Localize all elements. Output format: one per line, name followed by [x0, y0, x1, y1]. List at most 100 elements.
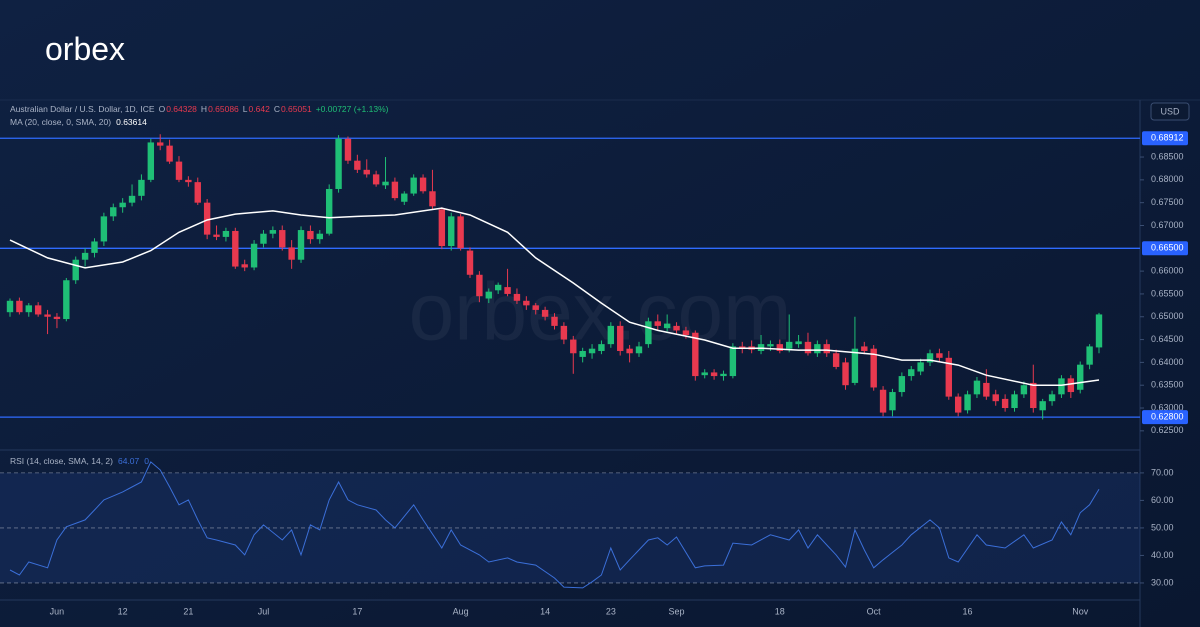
candle-body — [241, 264, 248, 268]
candle-body — [72, 259, 79, 281]
candle-body — [382, 181, 389, 186]
candle-body — [401, 193, 408, 202]
candle-body — [729, 346, 737, 377]
candle-body — [879, 389, 887, 413]
candle-body — [16, 300, 23, 313]
header: Australian Dollar / U.S. Dollar, 1D, ICE… — [10, 104, 389, 114]
candle-body — [429, 191, 436, 207]
candle-body — [964, 394, 971, 411]
candle-body — [222, 230, 230, 237]
candle-body — [598, 344, 605, 351]
candle-body — [513, 293, 521, 301]
watermark: orbex.com — [409, 267, 792, 358]
ohlc-value: 0.65086 — [208, 104, 239, 114]
currency: USD — [1160, 106, 1180, 116]
candle-body — [1001, 398, 1009, 409]
candle-body — [983, 382, 990, 397]
ohlc-value: 0.64328 — [166, 104, 197, 114]
ohlc-letter: H — [201, 104, 207, 114]
candle-body — [945, 357, 952, 397]
ohlc-value: 0.65051 — [281, 104, 312, 114]
candle-body — [785, 341, 793, 349]
candle-body — [166, 145, 173, 162]
candle-body — [570, 339, 577, 354]
y-tick-label: 0.62500 — [1151, 425, 1184, 435]
rsi-tick-label: 50.00 — [1151, 522, 1174, 532]
y-tick-label: 0.65500 — [1151, 288, 1184, 298]
ma-line — [9, 207, 1100, 386]
candle-body — [391, 181, 399, 199]
candle-body — [466, 250, 474, 275]
candle-body — [63, 280, 70, 320]
ohlc-letter: O — [159, 104, 166, 114]
candle-body — [654, 321, 661, 326]
candle-body — [476, 274, 483, 297]
candle-body — [297, 230, 305, 260]
candle-body — [551, 316, 558, 326]
candle-body — [91, 241, 98, 253]
candle-body — [1011, 394, 1018, 409]
logo-accent: x — [109, 31, 125, 67]
candle-body — [1030, 382, 1037, 409]
x-tick-label: Jul — [258, 606, 270, 616]
candle-body — [494, 284, 502, 291]
candle-body — [1058, 378, 1065, 395]
y-tick-label: 0.66000 — [1151, 265, 1184, 275]
candle-body — [579, 350, 586, 357]
candle-body — [325, 188, 333, 234]
level-label: 0.68912 — [1151, 133, 1184, 143]
x-tick-label: 23 — [606, 606, 616, 616]
rsi-tick-label: 30.00 — [1151, 577, 1174, 587]
candle-body — [814, 344, 821, 354]
candle-body — [635, 346, 643, 354]
x-tick-label: 21 — [183, 606, 193, 616]
rsi-tick-label: 60.00 — [1151, 495, 1174, 505]
candle-body — [260, 233, 267, 244]
x-tick-label: Oct — [867, 606, 882, 616]
candle-body — [438, 209, 446, 247]
rsi-tick-label: 70.00 — [1151, 467, 1174, 477]
candle-body — [663, 323, 671, 329]
y-tick-label: 0.64500 — [1151, 334, 1184, 344]
candle-body — [269, 230, 277, 234]
candle-body — [645, 321, 652, 345]
candle-body — [372, 174, 380, 185]
rsi-tick-label: 40.00 — [1151, 550, 1174, 560]
candle-body — [157, 142, 164, 146]
x-tick-label: Nov — [1072, 606, 1089, 616]
candle-body — [823, 344, 830, 354]
candle-body — [128, 195, 136, 203]
candle-body — [419, 177, 427, 192]
symbol: Australian Dollar / U.S. Dollar, 1D, ICE — [10, 104, 155, 114]
candle-body — [147, 142, 155, 180]
candle-body — [110, 207, 117, 217]
candle-body — [617, 325, 624, 351]
candle-body — [720, 373, 727, 377]
x-tick-label: 16 — [963, 606, 973, 616]
x-tick-label: Aug — [453, 606, 469, 616]
candle-body — [1048, 394, 1056, 402]
rsi-value: 64.07 — [118, 456, 140, 466]
candle-body — [692, 332, 699, 377]
candle-body — [363, 169, 370, 175]
level-label: 0.66500 — [1151, 243, 1184, 253]
candle-body — [1077, 364, 1084, 390]
candle-body — [457, 216, 464, 249]
ma-legend: MA (20, close, 0, SMA, 20) 0.63614 — [10, 117, 147, 127]
y-tick-label: 0.68500 — [1151, 151, 1184, 161]
candle-body — [25, 305, 32, 313]
candle-body — [682, 330, 690, 336]
candle-body — [973, 380, 981, 395]
candle-body — [626, 348, 633, 354]
logo-text: orbe — [45, 31, 109, 67]
candle-body — [889, 392, 896, 411]
candle-body — [344, 138, 352, 161]
candle-body — [607, 325, 615, 345]
rsi-line — [9, 461, 1100, 589]
candle-body — [992, 394, 999, 402]
y-tick-label: 0.65000 — [1151, 311, 1184, 321]
change: +0.00727 (+1.13%) — [316, 104, 389, 114]
y-tick-label: 0.67000 — [1151, 220, 1184, 230]
